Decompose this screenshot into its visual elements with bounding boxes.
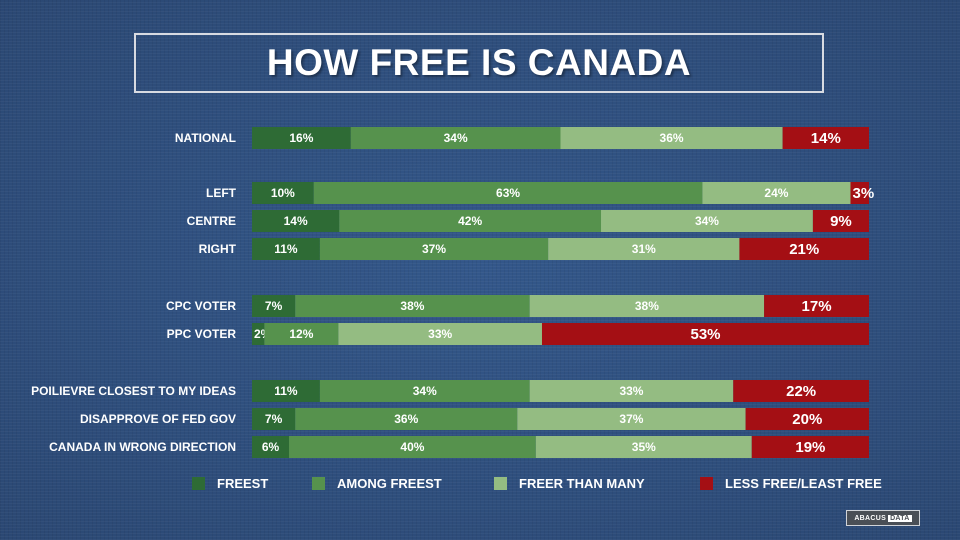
bar-left-freest (252, 182, 314, 204)
bar-poilievre-closest-to-my-ideas-among-freest (319, 380, 530, 402)
value-label-centre-among-freest: 42% (458, 214, 482, 228)
bar-ppc-voter-freer-than-many (338, 323, 542, 345)
value-label-centre-freest: 14% (284, 214, 308, 228)
bar-national-freer-than-many (560, 127, 783, 149)
value-label-right-among-freest: 37% (422, 242, 446, 256)
bar-cpc-voter-freest (252, 295, 296, 317)
bar-right-freest (252, 238, 320, 260)
row-label-disapprove-of-fed-gov: DISAPPROVE OF FED GOV (80, 412, 236, 426)
bar-canada-in-wrong-direction-freest (252, 436, 290, 458)
bar-national-less-free-least-free (782, 127, 869, 149)
bar-centre-freest (252, 210, 340, 232)
bar-poilievre-closest-to-my-ideas-freer-than-many (529, 380, 734, 402)
legend-swatch-freest (192, 477, 205, 490)
bar-poilievre-closest-to-my-ideas-freest (252, 380, 320, 402)
value-label-left-freest: 10% (271, 186, 295, 200)
value-label-poilievre-closest-to-my-ideas-freest: 11% (274, 384, 298, 398)
legend-item-freest: FREEST (192, 476, 268, 491)
row-label-left: LEFT (206, 186, 237, 200)
value-label-disapprove-of-fed-gov-among-freest: 36% (394, 412, 418, 426)
bar-right-freer-than-many (548, 238, 740, 260)
bar-centre-among-freest (339, 210, 602, 232)
bar-left-freer-than-many (702, 182, 851, 204)
row-label-cpc-voter: CPC VOTER (166, 299, 236, 313)
value-label-national-freer-than-many: 36% (660, 131, 684, 145)
abacus-data-logo: ABACUS DATA (846, 510, 920, 526)
bar-disapprove-of-fed-gov-less-free-least-free (745, 408, 869, 430)
value-label-left-freer-than-many: 24% (764, 186, 788, 200)
legend-label-less-free: LESS FREE/LEAST FREE (725, 476, 882, 491)
legend-label-among-freest: AMONG FREEST (337, 476, 442, 491)
bar-cpc-voter-freer-than-many (529, 295, 765, 317)
legend-item-freer-than-many: FREER THAN MANY (494, 476, 645, 491)
bar-left-less-free-least-free (850, 182, 869, 204)
bar-canada-in-wrong-direction-among-freest (289, 436, 536, 458)
row-label-canada-in-wrong-direction: CANADA IN WRONG DIRECTION (49, 440, 236, 454)
value-label-disapprove-of-fed-gov-freest: 7% (265, 412, 283, 426)
bar-canada-in-wrong-direction-less-free-least-free (751, 436, 869, 458)
bar-centre-less-free-least-free (812, 210, 869, 232)
logo-word-abacus: ABACUS (854, 514, 887, 522)
legend-swatch-less-free (700, 477, 713, 490)
row-label-poilievre-closest-to-my-ideas: POILIEVRE CLOSEST TO MY IDEAS (31, 384, 236, 398)
value-label-national-among-freest: 34% (444, 131, 468, 145)
value-label-canada-in-wrong-direction-less-free-least-free: 19% (795, 439, 825, 456)
row-label-right: RIGHT (199, 242, 237, 256)
bar-disapprove-of-fed-gov-freer-than-many (517, 408, 746, 430)
bar-poilievre-closest-to-my-ideas-less-free-least-free (733, 380, 869, 402)
value-label-cpc-voter-among-freest: 38% (400, 299, 424, 313)
value-label-poilievre-closest-to-my-ideas-less-free-least-free: 22% (786, 383, 816, 400)
legend-label-freest: FREEST (217, 476, 269, 491)
bar-ppc-voter-freest (252, 323, 265, 345)
bar-canada-in-wrong-direction-freer-than-many (535, 436, 752, 458)
legend-item-among-freest: AMONG FREEST (312, 476, 442, 491)
value-label-disapprove-of-fed-gov-less-free-least-free: 20% (792, 411, 822, 428)
value-label-centre-less-free-least-free: 9% (830, 213, 852, 230)
legend-swatch-freer-than-many (494, 477, 507, 490)
value-label-left-among-freest: 63% (496, 186, 520, 200)
bar-ppc-voter-among-freest (264, 323, 339, 345)
row-label-ppc-voter: PPC VOTER (167, 327, 237, 341)
legend-swatch-among-freest (312, 477, 325, 490)
value-label-centre-freer-than-many: 34% (695, 214, 719, 228)
bar-national-freest (252, 127, 351, 149)
bar-right-less-free-least-free (739, 238, 869, 260)
value-label-national-less-free-least-free: 14% (811, 130, 841, 147)
value-label-national-freest: 16% (289, 131, 313, 145)
bar-disapprove-of-fed-gov-freest (252, 408, 296, 430)
row-label-national: NATIONAL (175, 131, 236, 145)
value-label-cpc-voter-freest: 7% (265, 299, 283, 313)
bar-national-among-freest (350, 127, 561, 149)
bar-disapprove-of-fed-gov-among-freest (295, 408, 518, 430)
chart-title-box: HOW FREE IS CANADA (134, 33, 824, 93)
value-label-right-freer-than-many: 31% (632, 242, 656, 256)
value-label-ppc-voter-freer-than-many: 33% (428, 327, 452, 341)
value-label-cpc-voter-less-free-least-free: 17% (802, 298, 832, 315)
value-label-left-less-free-least-free: 3% (852, 185, 874, 202)
bar-left-among-freest (313, 182, 703, 204)
chart-title: HOW FREE IS CANADA (266, 42, 692, 83)
logo-word-data: DATA (888, 514, 912, 522)
value-label-right-less-free-least-free: 21% (789, 241, 819, 258)
value-label-disapprove-of-fed-gov-freer-than-many: 37% (619, 412, 643, 426)
legend-label-freer-than-many: FREER THAN MANY (519, 476, 645, 491)
bar-cpc-voter-less-free-least-free (764, 295, 869, 317)
legend-item-less-free: LESS FREE/LEAST FREE (700, 476, 882, 491)
bar-cpc-voter-among-freest (295, 295, 530, 317)
value-label-right-freest: 11% (274, 242, 298, 256)
value-label-canada-in-wrong-direction-freest: 6% (262, 440, 280, 454)
value-label-canada-in-wrong-direction-freer-than-many: 35% (632, 440, 656, 454)
value-label-poilievre-closest-to-my-ideas-among-freest: 34% (413, 384, 437, 398)
row-label-centre: CENTRE (187, 214, 236, 228)
value-label-ppc-voter-less-free-least-free: 53% (690, 326, 720, 343)
bar-centre-freer-than-many (601, 210, 813, 232)
value-label-canada-in-wrong-direction-among-freest: 40% (400, 440, 424, 454)
value-label-cpc-voter-freer-than-many: 38% (635, 299, 659, 313)
value-label-poilievre-closest-to-my-ideas-freer-than-many: 33% (619, 384, 643, 398)
value-label-ppc-voter-among-freest: 12% (289, 327, 313, 341)
bar-right-among-freest (319, 238, 549, 260)
bar-ppc-voter-less-free-least-free (541, 323, 869, 345)
